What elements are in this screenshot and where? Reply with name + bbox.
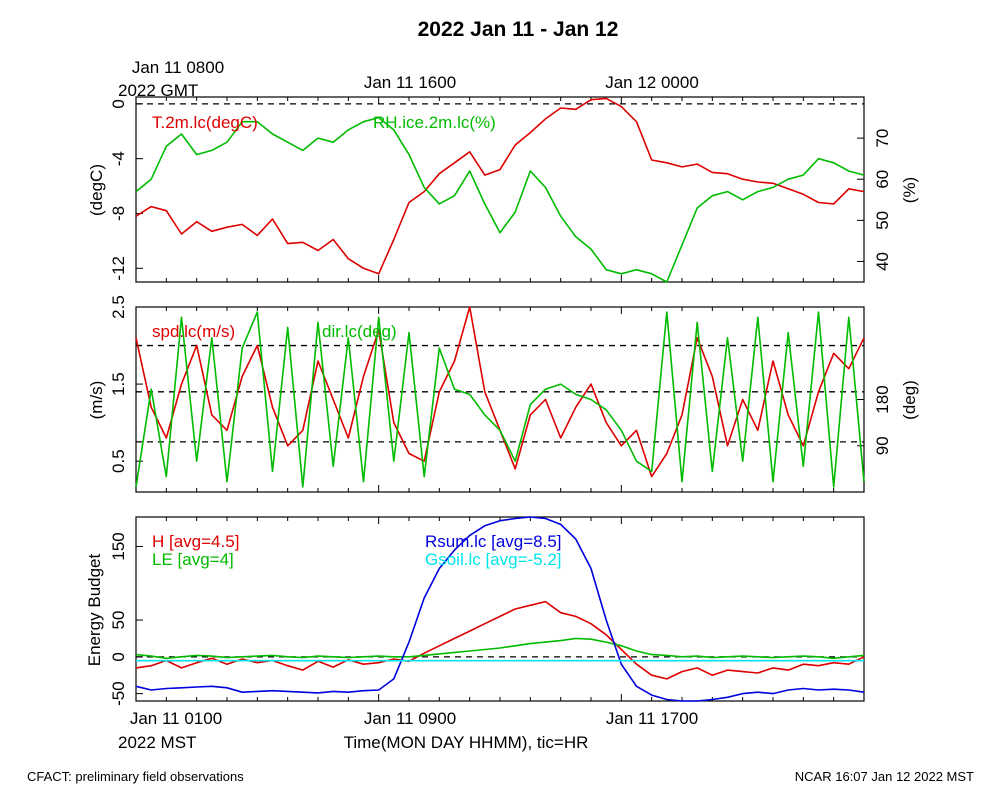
panel-2-ylabel: (m/s) xyxy=(87,381,106,420)
chart-title: 2022 Jan 11 - Jan 12 xyxy=(418,18,619,41)
y-tick-label-left: -8 xyxy=(109,206,128,221)
footer-left: CFACT: preliminary field observations xyxy=(27,769,244,784)
legend-wind-speed: spd.lc(m/s) xyxy=(152,322,235,341)
legend-rsum: Rsum.lc [avg=8.5] xyxy=(425,532,562,551)
y-tick-label-right: 60 xyxy=(873,170,892,189)
y-tick-label-left: -4 xyxy=(109,151,128,166)
y-tick-label-right: 50 xyxy=(873,211,892,230)
series-line-blue xyxy=(135,516,865,702)
y-tick-label-left: -50 xyxy=(109,681,128,706)
bottom-axis-label-0: Jan 11 0100 xyxy=(130,709,222,728)
bottom-axis-year: 2022 MST xyxy=(118,733,196,752)
y-tick-label-right: 90 xyxy=(873,436,892,455)
y-tick-label-right: 180 xyxy=(873,385,892,413)
y-tick-label-left: -12 xyxy=(109,256,128,281)
reference-lines xyxy=(136,103,864,658)
axis-ticks xyxy=(135,97,865,701)
legend-temperature: T.2m.lc(degC) xyxy=(152,113,258,132)
series-line-green xyxy=(135,637,865,660)
x-axis-label: Time(MON DAY HHMM), tic=HR xyxy=(344,733,589,752)
y-tick-label-right: 40 xyxy=(873,252,892,271)
series-lines xyxy=(135,97,865,702)
bottom-axis-label-2: Jan 11 1700 xyxy=(606,709,698,728)
legend-rh-ice: RH.ice.2m.lc(%) xyxy=(373,113,496,132)
y-tick-label-left: 0 xyxy=(109,652,128,661)
footer-right: NCAR 16:07 Jan 12 2022 MST xyxy=(795,769,974,784)
y-tick-label-left: 2.5 xyxy=(109,295,128,319)
series-line-green xyxy=(135,311,865,488)
series-line-green xyxy=(135,116,865,283)
series-line-red xyxy=(135,97,865,275)
series-line-red xyxy=(135,600,865,680)
panel-1-ylabel-right: (%) xyxy=(900,177,919,203)
y-tick-label-left: 150 xyxy=(109,532,128,560)
panel-1-ylabel: (degC) xyxy=(87,164,106,216)
panel-2-frame xyxy=(135,306,865,493)
legend-le: LE [avg=4] xyxy=(152,550,234,569)
legend-wind-direction: dir.lc(deg) xyxy=(322,322,397,341)
y-tick-label-left: 50 xyxy=(109,611,128,630)
top-axis-label-1: Jan 11 1600 xyxy=(364,73,456,92)
bottom-axis-label-1: Jan 11 0900 xyxy=(364,709,456,728)
y-tick-label-right: 70 xyxy=(873,129,892,148)
y-tick-label-left: 0.5 xyxy=(109,449,128,473)
panel-2-ylabel-right: (deg) xyxy=(900,380,919,420)
panel-3-ylabel: Energy Budget xyxy=(85,553,104,666)
legend-h: H [avg=4.5] xyxy=(152,532,239,551)
legend-gsoil: Gsoil.lc [avg=-5.2] xyxy=(425,550,562,569)
y-tick-labels: 0 -4 -8 -12 70 60 50 40 2.5 1.5 0.5 180 90 150 50 0 -50 xyxy=(109,99,892,706)
y-tick-label-left: 0 xyxy=(109,99,128,108)
top-axis-year: 2022 GMT xyxy=(118,81,198,100)
top-axis-label-2: Jan 12 0000 xyxy=(605,73,699,92)
y-tick-label-left: 1.5 xyxy=(109,372,128,396)
top-axis-label-0: Jan 11 0800 xyxy=(132,58,224,77)
